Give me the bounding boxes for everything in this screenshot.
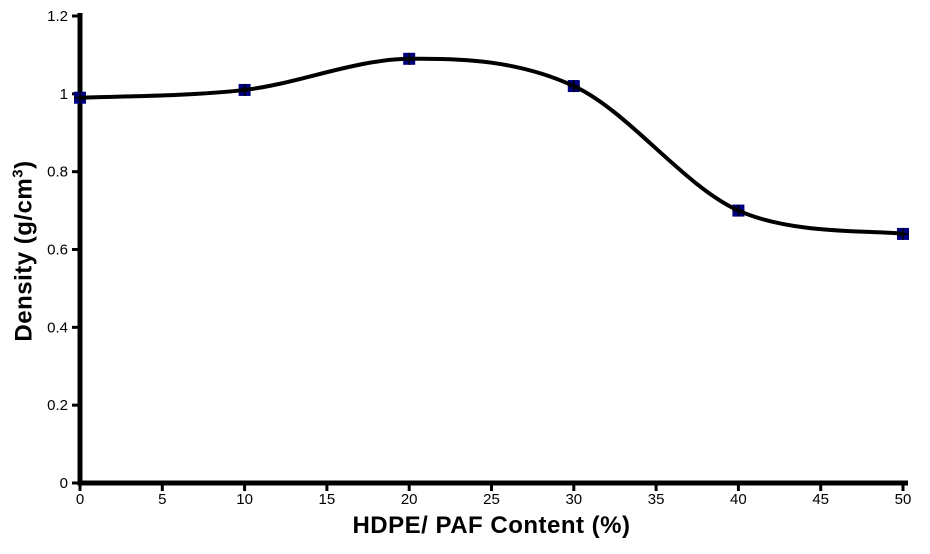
y-tick-label: 0.6 xyxy=(47,242,68,259)
x-tick-label: 30 xyxy=(565,491,582,508)
x-tick-label: 20 xyxy=(401,491,418,508)
y-tick-label: 0.8 xyxy=(47,164,68,181)
y-tick-label: 1.2 xyxy=(47,8,68,25)
x-tick-label: 45 xyxy=(812,491,829,508)
y-axis-title: Density (g/cm3) xyxy=(10,160,39,341)
x-tick-label: 15 xyxy=(319,491,336,508)
x-tick-label: 40 xyxy=(730,491,747,508)
x-tick-label: 5 xyxy=(158,491,166,508)
x-tick-label: 0 xyxy=(76,491,84,508)
y-tick-label: 1 xyxy=(60,86,68,103)
y-axis-title-superscript: 3 xyxy=(9,168,27,178)
x-tick-label: 25 xyxy=(483,491,500,508)
x-tick-label: 10 xyxy=(236,491,253,508)
x-tick-label: 50 xyxy=(895,491,912,508)
y-tick-label: 0.2 xyxy=(47,397,68,414)
y-tick-label: 0.4 xyxy=(47,319,68,336)
y-axis-title-text: Density (g/cm xyxy=(10,177,38,342)
y-tick-label: 0 xyxy=(60,475,68,492)
x-axis-title: HDPE/ PAF Content (%) xyxy=(352,512,631,539)
y-axis-title-close: ) xyxy=(10,160,38,169)
density-curve xyxy=(78,56,905,236)
x-tick-label: 35 xyxy=(648,491,665,508)
